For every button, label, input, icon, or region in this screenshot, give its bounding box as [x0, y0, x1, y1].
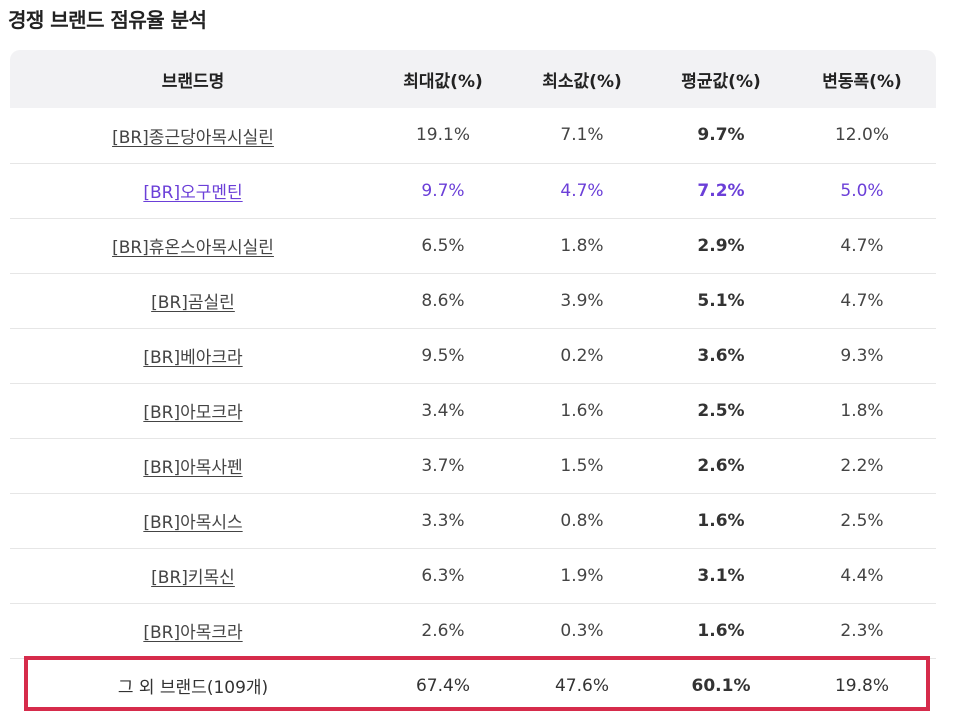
avg-cell: 1.6% — [697, 620, 745, 641]
page-title: 경쟁 브랜드 점유율 분석 — [8, 8, 207, 32]
min-cell: 0.8% — [560, 510, 604, 531]
brand-cell: [BR]아목사펜 — [10, 438, 376, 493]
avg-cell: 9.7% — [697, 125, 745, 146]
min-cell: 1.5% — [560, 455, 604, 476]
variance-cell: 4.7% — [840, 235, 884, 256]
avg-cell: 3.6% — [697, 345, 745, 366]
brand-link[interactable]: [BR]휴온스아목시실린 — [112, 238, 274, 258]
others-brand-cell: 그 외 브랜드(109개) — [117, 678, 269, 699]
variance-cell: 4.4% — [840, 565, 884, 586]
avg-cell: 2.9% — [697, 235, 745, 256]
brand-link[interactable]: [BR]아목사펜 — [143, 458, 243, 478]
brand-cell: [BR]종근당아목시실린 — [10, 108, 376, 163]
max-cell: 6.3% — [421, 565, 465, 586]
brand-share-table-card: 브랜드명 최대값(%) 최소값(%) 평균값(%) 변동폭(%) [BR]종근당… — [10, 50, 936, 726]
column-header-min: 최소값(%) — [542, 71, 622, 92]
brand-cell: [BR]아목크라 — [10, 603, 376, 658]
avg-cell: 60.1% — [691, 675, 751, 696]
min-cell: 1.8% — [560, 235, 604, 256]
brand-link[interactable]: [BR]아모크라 — [143, 403, 243, 423]
table-row: [BR]아목시스 3.3% 0.8% 1.6% 2.5% — [10, 493, 936, 548]
brand-link[interactable]: [BR]오구멘틴 — [143, 183, 243, 203]
table-row: [BR]휴온스아목시실린 6.5% 1.8% 2.9% 4.7% — [10, 218, 936, 273]
avg-cell: 5.1% — [697, 290, 745, 311]
table-header-row: 브랜드명 최대값(%) 최소값(%) 평균값(%) 변동폭(%) — [10, 50, 936, 108]
avg-cell: 2.5% — [697, 400, 745, 421]
brand-link[interactable]: [BR]베아크라 — [143, 348, 243, 368]
column-header-variance: 변동폭(%) — [822, 71, 902, 92]
variance-cell: 4.7% — [840, 290, 884, 311]
variance-cell: 5.0% — [840, 180, 884, 201]
table-row: [BR]베아크라 9.5% 0.2% 3.6% 9.3% — [10, 328, 936, 383]
max-cell: 8.6% — [421, 290, 465, 311]
max-cell: 2.6% — [421, 620, 465, 641]
variance-cell: 2.2% — [840, 455, 884, 476]
brand-cell: [BR]아모크라 — [10, 383, 376, 438]
brand-share-table: 브랜드명 최대값(%) 최소값(%) 평균값(%) 변동폭(%) [BR]종근당… — [10, 50, 936, 713]
brand-link[interactable]: [BR]종근당아목시실린 — [112, 127, 274, 148]
variance-cell: 1.8% — [840, 400, 884, 421]
max-cell: 9.5% — [421, 345, 465, 366]
table-row-highlighted: [BR]오구멘틴 9.7% 4.7% 7.2% 5.0% — [10, 163, 936, 218]
table-row: [BR]키목신 6.3% 1.9% 3.1% 4.4% — [10, 548, 936, 603]
min-cell: 1.6% — [560, 400, 604, 421]
table-body: [BR]종근당아목시실린 19.1% 7.1% 9.7% 12.0% [BR]오… — [10, 108, 936, 713]
others-summary-row: 그 외 브랜드(109개) 67.4% 47.6% 60.1% 19.8% — [10, 658, 936, 713]
max-cell: 3.4% — [421, 400, 465, 421]
brand-link[interactable]: [BR]곰실린 — [151, 293, 235, 313]
brand-link[interactable]: [BR]키목신 — [151, 568, 235, 588]
brand-cell: [BR]베아크라 — [10, 328, 376, 383]
avg-cell: 1.6% — [697, 510, 745, 531]
max-cell: 9.7% — [421, 180, 465, 201]
avg-cell: 2.6% — [697, 455, 745, 476]
brand-cell: [BR]휴온스아목시실린 — [10, 218, 376, 273]
min-cell: 3.9% — [560, 290, 604, 311]
column-header-avg: 평균값(%) — [681, 71, 761, 92]
max-cell: 67.4% — [415, 675, 470, 696]
table-row: [BR]종근당아목시실린 19.1% 7.1% 9.7% 12.0% — [10, 108, 936, 163]
avg-cell: 3.1% — [697, 565, 745, 586]
table-row: [BR]아목크라 2.6% 0.3% 1.6% 2.3% — [10, 603, 936, 658]
table-row: [BR]곰실린 8.6% 3.9% 5.1% 4.7% — [10, 273, 936, 328]
brand-cell: [BR]키목신 — [10, 548, 376, 603]
brand-cell: [BR]곰실린 — [10, 273, 376, 328]
min-cell: 7.1% — [560, 125, 604, 146]
brand-cell: [BR]오구멘틴 — [10, 163, 376, 218]
max-cell: 6.5% — [421, 235, 465, 256]
min-cell: 0.2% — [560, 345, 604, 366]
variance-cell: 19.8% — [834, 675, 889, 696]
max-cell: 19.1% — [415, 125, 470, 146]
brand-link[interactable]: [BR]아목시스 — [143, 513, 243, 533]
brand-link[interactable]: [BR]아목크라 — [143, 623, 243, 643]
max-cell: 3.7% — [421, 455, 465, 476]
table-row: [BR]아목사펜 3.7% 1.5% 2.6% 2.2% — [10, 438, 936, 493]
table-header: 브랜드명 최대값(%) 최소값(%) 평균값(%) 변동폭(%) — [10, 50, 936, 108]
variance-cell: 2.3% — [840, 620, 884, 641]
min-cell: 4.7% — [560, 180, 604, 201]
brand-cell: [BR]아목시스 — [10, 493, 376, 548]
variance-cell: 12.0% — [834, 125, 889, 146]
variance-cell: 2.5% — [840, 510, 884, 531]
variance-cell: 9.3% — [840, 345, 884, 366]
max-cell: 3.3% — [421, 510, 465, 531]
min-cell: 47.6% — [554, 675, 609, 696]
min-cell: 0.3% — [560, 620, 604, 641]
table-row: [BR]아모크라 3.4% 1.6% 2.5% 1.8% — [10, 383, 936, 438]
column-header-brand: 브랜드명 — [161, 71, 225, 92]
avg-cell: 7.2% — [697, 180, 745, 201]
column-header-max: 최대값(%) — [403, 71, 483, 92]
min-cell: 1.9% — [560, 565, 604, 586]
